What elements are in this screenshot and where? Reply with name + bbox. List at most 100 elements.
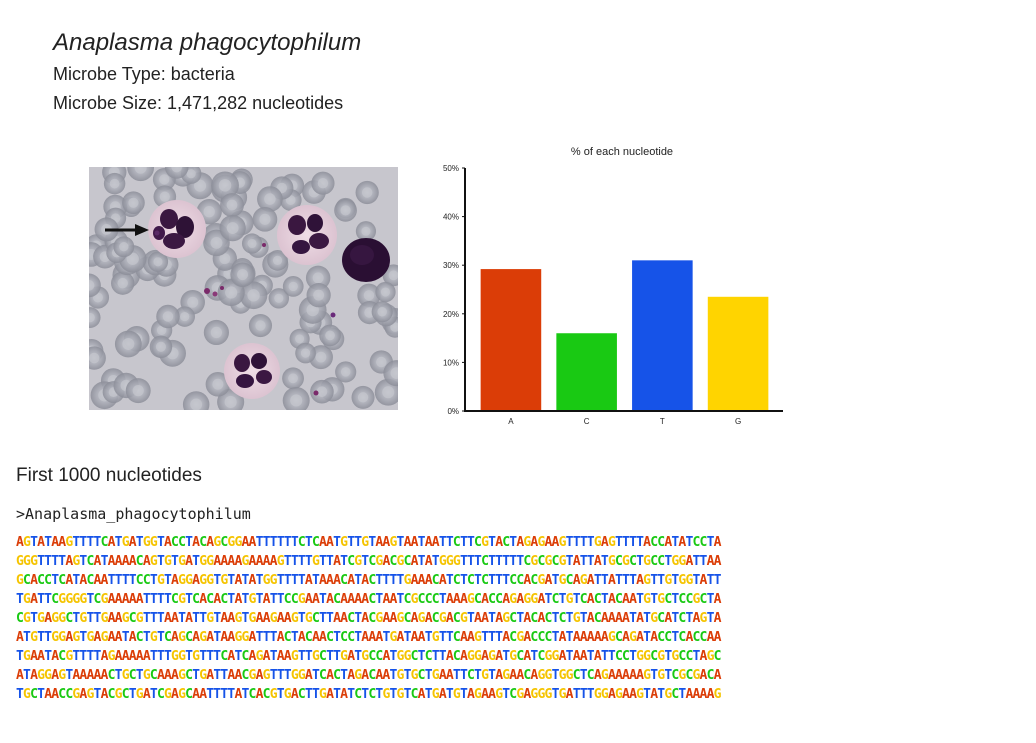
red-blood-cell xyxy=(89,273,101,298)
red-blood-cell-center xyxy=(226,222,239,234)
red-blood-cell-center xyxy=(340,205,351,216)
red-blood-cell-center xyxy=(203,206,215,218)
sequence-line: TGAATACGTTTTAGAAAAATTTGGTGTTTCATCAGATAAG… xyxy=(16,649,722,664)
neutrophil-infected xyxy=(148,200,206,258)
red-blood-cell xyxy=(164,167,189,179)
red-blood-cell-center xyxy=(380,287,391,297)
y-tick-label: 10% xyxy=(443,358,459,367)
red-blood-cell-center xyxy=(272,255,283,266)
red-blood-cell-center xyxy=(255,320,266,331)
neutrophil-bottom xyxy=(224,343,280,399)
red-blood-cell-center xyxy=(180,311,190,322)
sequence-line: ATAGGAGTAAAAACTGCTGCAAAGCTGATTAACGAGTTTG… xyxy=(16,668,722,683)
red-blood-cell-center xyxy=(264,193,276,205)
red-blood-cell-center xyxy=(89,352,100,364)
red-blood-cell xyxy=(127,167,155,182)
red-blood-cell-center xyxy=(155,341,166,352)
red-blood-cell-center xyxy=(212,378,224,390)
x-tick-label-G: G xyxy=(735,417,741,426)
blood-smear-micrograph xyxy=(89,167,398,410)
y-axis-ticks: 0% 10% 20% 30% 40% 50% xyxy=(443,164,465,416)
red-blood-cell-center xyxy=(122,337,135,351)
y-tick-label: 30% xyxy=(443,261,459,270)
red-blood-cell-center xyxy=(89,280,95,291)
chart-title: % of each nucleotide xyxy=(571,146,673,158)
red-blood-cell-center xyxy=(186,169,196,179)
x-tick-label-C: C xyxy=(584,417,590,426)
red-blood-cell-center xyxy=(128,197,139,208)
red-blood-cell-center xyxy=(388,270,398,281)
sequence-line: GGGTTTTAGTCATAAAACAGTGTGATGGAAAAGAAAAGTT… xyxy=(16,554,722,569)
sequence-line: GCACCTCATACAATTTTCCTGTAGGAGGTGTATATGGTTT… xyxy=(16,573,722,588)
arrow-pointer xyxy=(105,224,149,236)
red-blood-cell-center xyxy=(312,272,324,284)
red-blood-cell-center xyxy=(247,238,257,249)
red-blood-cell-center xyxy=(288,373,298,384)
bar-C xyxy=(556,333,617,411)
red-blood-cell-center xyxy=(377,306,387,317)
microbe-type: Microbe Type: bacteria xyxy=(53,64,235,84)
red-blood-cell-center xyxy=(361,187,373,198)
red-blood-cell-center xyxy=(225,286,238,299)
y-tick-label: 50% xyxy=(443,164,459,173)
bar-G xyxy=(707,296,769,411)
red-blood-cell-center xyxy=(126,252,139,265)
red-blood-cell-center xyxy=(315,351,327,363)
x-tick-label-T: T xyxy=(660,417,665,426)
red-blood-cell-center xyxy=(117,277,128,289)
red-blood-cell-center xyxy=(247,289,260,302)
red-blood-cell-center xyxy=(119,242,129,252)
sequence-line: AGTATAAGTTTTCATGATGGTACCTACAGCGGAATTTTTT… xyxy=(16,535,722,550)
red-blood-cell-center xyxy=(159,174,170,185)
red-blood-cell-center xyxy=(259,213,271,225)
red-blood-cell-center xyxy=(218,179,232,192)
red-blood-cell-center xyxy=(190,398,203,410)
bars xyxy=(480,260,769,411)
red-blood-cell-center xyxy=(162,311,174,322)
red-blood-cell-center xyxy=(153,257,163,267)
microbe-title: Anaplasma phagocytophilum xyxy=(53,29,362,56)
microbe-size: Microbe Size: 1,471,282 nucleotides xyxy=(53,93,344,113)
red-blood-cell-center xyxy=(382,386,395,399)
red-blood-cell-center xyxy=(274,293,284,303)
red-blood-cell-center xyxy=(317,177,329,189)
red-blood-cell-center xyxy=(290,394,303,407)
red-blood-cell-center xyxy=(390,322,398,332)
red-blood-cell-center xyxy=(357,392,369,403)
red-blood-cell-center xyxy=(219,253,231,265)
sequence-line: CGTGAGGCTGTTGAAGCGTTTAATATTGTAAGTGAAGAAG… xyxy=(16,611,722,626)
fasta-header: >Anaplasma_phagocytophilum xyxy=(16,505,251,523)
red-blood-cell-center xyxy=(363,290,375,301)
red-blood-cell-center xyxy=(156,325,167,336)
red-blood-cell-center xyxy=(89,312,95,323)
y-tick-label: 40% xyxy=(443,213,459,222)
bar-A xyxy=(480,269,542,411)
red-blood-cell-center xyxy=(193,179,207,192)
red-blood-cell-center xyxy=(134,167,147,174)
red-blood-cell-center xyxy=(159,191,170,202)
y-tick-label: 20% xyxy=(443,310,459,319)
sequence-line: TGATTCGGGGTCGAAAAATTTTCGTCACACTATGTATTCC… xyxy=(16,592,722,607)
red-blood-cell-center xyxy=(376,356,387,368)
red-blood-cell-center xyxy=(390,367,398,380)
red-blood-cell-center xyxy=(361,226,371,236)
x-tick-label-A: A xyxy=(508,417,514,426)
red-blood-cell-center xyxy=(237,269,249,281)
y-tick-label: 0% xyxy=(447,407,459,416)
red-blood-cell-center xyxy=(226,199,238,211)
red-blood-cell-center xyxy=(187,296,199,308)
red-blood-cell-center xyxy=(295,334,305,344)
sequence-line: TGCTAACCGAGTACGCTGATCGAGCAATTTTATCACGTGA… xyxy=(16,687,722,702)
sequence-line: ATGTTGGAGTGAGAATACTGTCAGCAGATAAGGATTTACT… xyxy=(16,630,722,645)
red-blood-cell-center xyxy=(300,348,311,358)
red-blood-cell-center xyxy=(316,386,328,397)
nucleotide-sequence: AGTATAAGTTTTCATGATGGTACCTACAGCGGAATTTTTT… xyxy=(16,533,1026,704)
red-blood-cell-center xyxy=(210,326,223,339)
nucleotide-bar-chart: % of each nucleotide 0% 10% 20% 30% 40% 50% A… xyxy=(443,146,783,426)
monocyte xyxy=(342,238,390,282)
red-blood-cell-center xyxy=(109,178,120,189)
red-blood-cell-center xyxy=(132,385,144,397)
bar-T xyxy=(632,260,693,411)
red-blood-cell-center xyxy=(288,281,298,292)
red-blood-cell-center xyxy=(210,236,223,249)
